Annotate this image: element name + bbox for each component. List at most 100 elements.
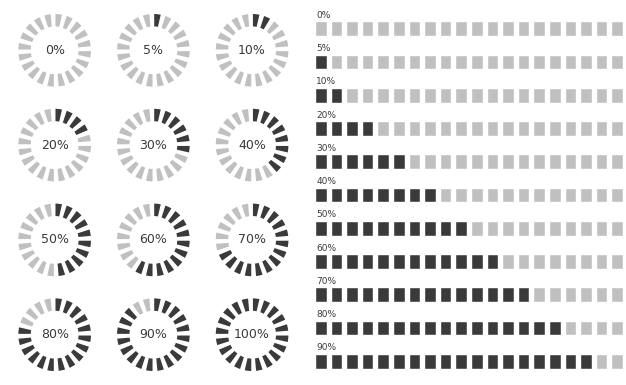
Text: 90%: 90% [140,328,167,341]
Wedge shape [217,316,232,328]
Wedge shape [265,115,280,130]
Wedge shape [160,204,173,220]
Wedge shape [217,31,232,43]
Wedge shape [74,57,90,69]
Wedge shape [64,259,76,274]
Wedge shape [76,134,91,143]
Wedge shape [274,323,289,333]
Wedge shape [153,13,162,28]
Wedge shape [274,134,289,143]
Wedge shape [18,147,33,157]
Wedge shape [176,145,190,154]
Wedge shape [230,111,243,126]
Wedge shape [259,15,271,30]
Wedge shape [18,326,32,335]
Wedge shape [224,160,239,175]
Wedge shape [168,64,183,79]
Wedge shape [230,206,243,221]
Wedge shape [160,15,173,30]
Wedge shape [119,154,135,167]
Wedge shape [215,52,230,62]
Wedge shape [118,126,133,138]
Wedge shape [54,298,63,312]
Wedge shape [173,152,188,164]
Wedge shape [116,326,131,335]
Wedge shape [217,221,232,233]
Wedge shape [73,123,89,136]
Wedge shape [252,203,260,218]
Wedge shape [173,247,188,259]
Wedge shape [167,210,182,225]
Text: 30%: 30% [140,139,167,152]
Text: 0%: 0% [44,44,64,57]
Wedge shape [57,357,66,372]
Wedge shape [125,65,140,80]
Wedge shape [265,20,280,35]
Wedge shape [265,305,280,320]
Wedge shape [254,357,264,372]
Wedge shape [123,306,138,321]
Wedge shape [21,344,36,357]
Text: 60%: 60% [316,244,336,253]
Wedge shape [68,20,83,35]
Wedge shape [76,323,91,333]
Text: 70%: 70% [238,233,266,246]
Wedge shape [218,249,233,262]
Wedge shape [153,298,162,312]
Text: 50%: 50% [316,211,336,219]
Wedge shape [167,305,182,320]
Wedge shape [18,337,33,346]
Wedge shape [33,206,46,221]
Wedge shape [62,299,74,315]
Wedge shape [33,16,46,32]
Wedge shape [261,164,274,179]
Wedge shape [18,231,32,240]
Wedge shape [123,212,138,226]
Wedge shape [267,64,282,79]
Wedge shape [64,69,76,85]
Wedge shape [73,218,89,231]
Wedge shape [215,137,230,145]
Wedge shape [68,210,83,225]
Text: 40%: 40% [238,139,266,152]
Wedge shape [77,145,92,154]
Wedge shape [162,69,175,85]
Wedge shape [57,262,66,277]
Wedge shape [261,69,274,85]
Wedge shape [224,255,239,270]
Wedge shape [275,145,289,154]
Wedge shape [172,28,188,41]
Text: 70%: 70% [316,277,336,286]
Wedge shape [54,108,63,123]
Wedge shape [172,313,188,326]
Wedge shape [134,165,146,181]
Wedge shape [254,262,264,277]
Wedge shape [36,259,48,275]
Wedge shape [76,39,91,48]
Text: 0%: 0% [316,11,331,20]
Wedge shape [64,353,76,369]
Wedge shape [46,73,54,87]
Wedge shape [275,240,289,248]
Wedge shape [36,70,48,86]
Wedge shape [168,159,183,173]
Wedge shape [162,353,175,369]
Wedge shape [274,39,289,48]
Wedge shape [54,13,63,28]
Wedge shape [252,298,260,312]
Wedge shape [272,152,287,164]
Wedge shape [274,228,289,238]
Wedge shape [116,337,131,346]
Wedge shape [153,108,162,123]
Wedge shape [123,22,138,37]
Wedge shape [119,344,135,357]
Wedge shape [270,123,286,136]
Wedge shape [259,110,271,126]
Wedge shape [134,355,146,370]
Wedge shape [233,70,245,86]
Wedge shape [272,247,287,259]
Wedge shape [254,167,264,182]
Wedge shape [142,13,151,28]
Wedge shape [275,50,289,59]
Wedge shape [275,335,289,343]
